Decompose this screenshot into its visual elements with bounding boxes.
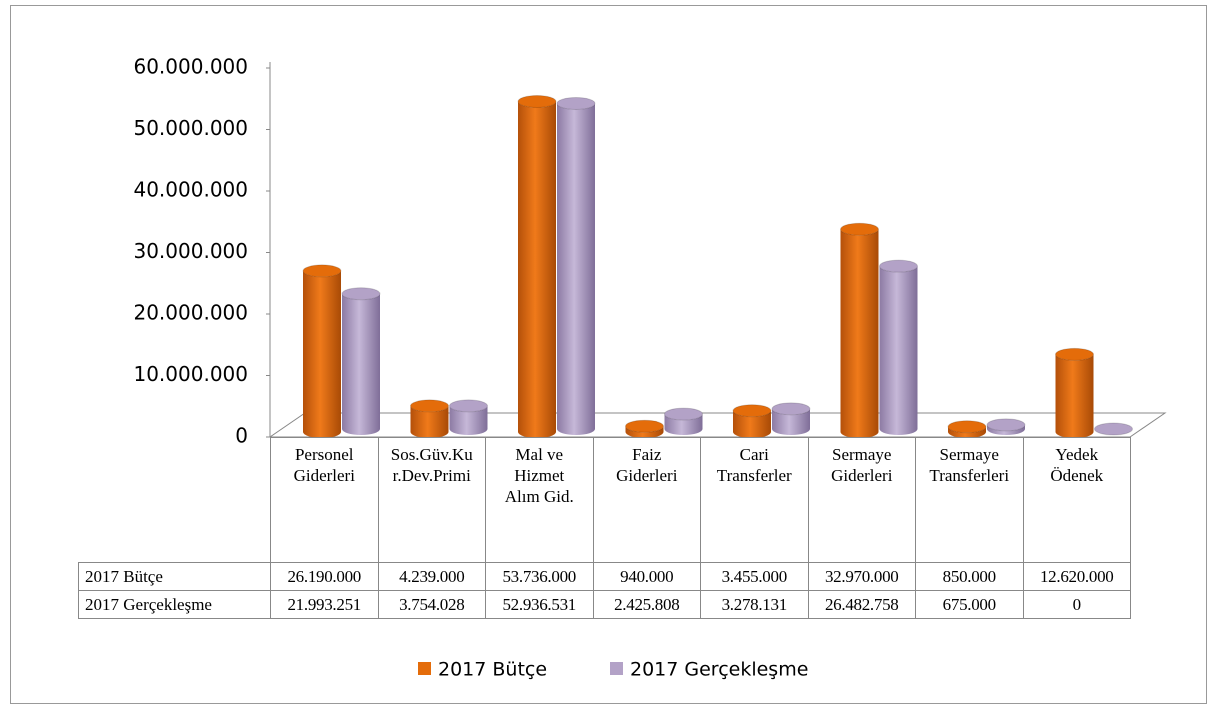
value-label: 53.736.000 — [485, 562, 594, 591]
table-row: 2017 Gerçekleşme 21.993.251 3.754.028 52.93… — [78, 590, 1131, 619]
bar — [342, 293, 380, 435]
y-tick-label: 30.000.000 — [133, 239, 248, 263]
category-label: Mal ve Hizmet Alım Gid. — [485, 437, 594, 563]
table-header-row: Personel Giderleri Sos.Güv.Kur.Dev.Primi M… — [78, 437, 1131, 563]
bar-top — [986, 418, 1026, 432]
legend-label: 2017 Gerçekleşme — [630, 659, 808, 681]
bar — [303, 270, 341, 438]
category-label: Sos.Güv.Kur.Dev.Primi — [377, 437, 486, 563]
bar — [625, 426, 664, 438]
category-label: Cari Transferler — [700, 437, 809, 563]
y-tick-label: 10.000.000 — [133, 362, 248, 386]
bar-top — [410, 399, 449, 413]
row-label: 2017 Gerçekleşme — [78, 590, 271, 619]
chart-frame — [10, 5, 1207, 704]
bar-top — [771, 402, 811, 416]
legend-label: 2017 Bütçe — [438, 659, 547, 681]
bar — [879, 266, 918, 435]
bar — [733, 410, 771, 438]
bar-top — [1094, 422, 1133, 436]
value-label: 21.993.251 — [270, 590, 379, 619]
bar — [987, 424, 1025, 435]
row-label: 2017 Bütçe — [78, 562, 271, 591]
bar-top — [664, 407, 703, 421]
value-label: 675.000 — [915, 590, 1024, 619]
bar — [1055, 354, 1094, 438]
bar-top — [879, 259, 918, 273]
bar — [772, 408, 810, 435]
bar — [449, 405, 488, 435]
value-label: 32.970.000 — [807, 562, 916, 591]
bar — [518, 101, 556, 439]
y-tick-label: 40.000.000 — [133, 178, 248, 202]
category-label: Sermaye Giderleri — [807, 437, 916, 563]
bar-top — [449, 399, 488, 413]
bar-top — [302, 264, 342, 278]
bar — [557, 103, 595, 435]
category-label: Yedek Ödenek — [1022, 437, 1131, 563]
bar-top — [625, 419, 664, 433]
category-label: Personel Giderleri — [270, 437, 379, 563]
table-corner — [78, 437, 271, 563]
value-label: 2.425.808 — [592, 590, 701, 619]
bar-top — [341, 287, 381, 301]
bar-top — [840, 222, 879, 236]
bar-top — [517, 95, 557, 109]
value-label: 3.754.028 — [377, 590, 486, 619]
bar — [948, 426, 986, 438]
value-label: 0 — [1022, 590, 1131, 619]
table-row: 2017 Bütçe 26.190.000 4.239.000 53.736.000 9… — [78, 562, 1131, 591]
bar — [410, 405, 449, 438]
value-label: 850.000 — [915, 562, 1024, 591]
bar-top — [1055, 347, 1094, 361]
y-tick-label: 20.000.000 — [133, 301, 248, 325]
y-tick-label: 60.000.000 — [133, 55, 248, 79]
bar-top — [556, 96, 596, 110]
legend-swatch — [418, 662, 431, 675]
category-label: Sermaye Transferleri — [915, 437, 1024, 563]
value-label: 940.000 — [592, 562, 701, 591]
data-table: Personel Giderleri Sos.Güv.Kur.Dev.Primi M… — [78, 437, 1131, 619]
value-label: 12.620.000 — [1022, 562, 1131, 591]
category-label: Faiz Giderleri — [592, 437, 701, 563]
bar — [840, 229, 879, 438]
value-label: 26.190.000 — [270, 562, 379, 591]
bar — [664, 414, 703, 435]
value-label: 3.455.000 — [700, 562, 809, 591]
legend-swatch — [610, 662, 623, 675]
value-label: 52.936.531 — [485, 590, 594, 619]
y-tick-label: 50.000.000 — [133, 116, 248, 140]
value-label: 4.239.000 — [377, 562, 486, 591]
bar-top — [732, 404, 772, 418]
floor — [268, 412, 1167, 438]
value-label: 3.278.131 — [700, 590, 809, 619]
bar-top — [947, 420, 987, 434]
value-label: 26.482.758 — [807, 590, 916, 619]
